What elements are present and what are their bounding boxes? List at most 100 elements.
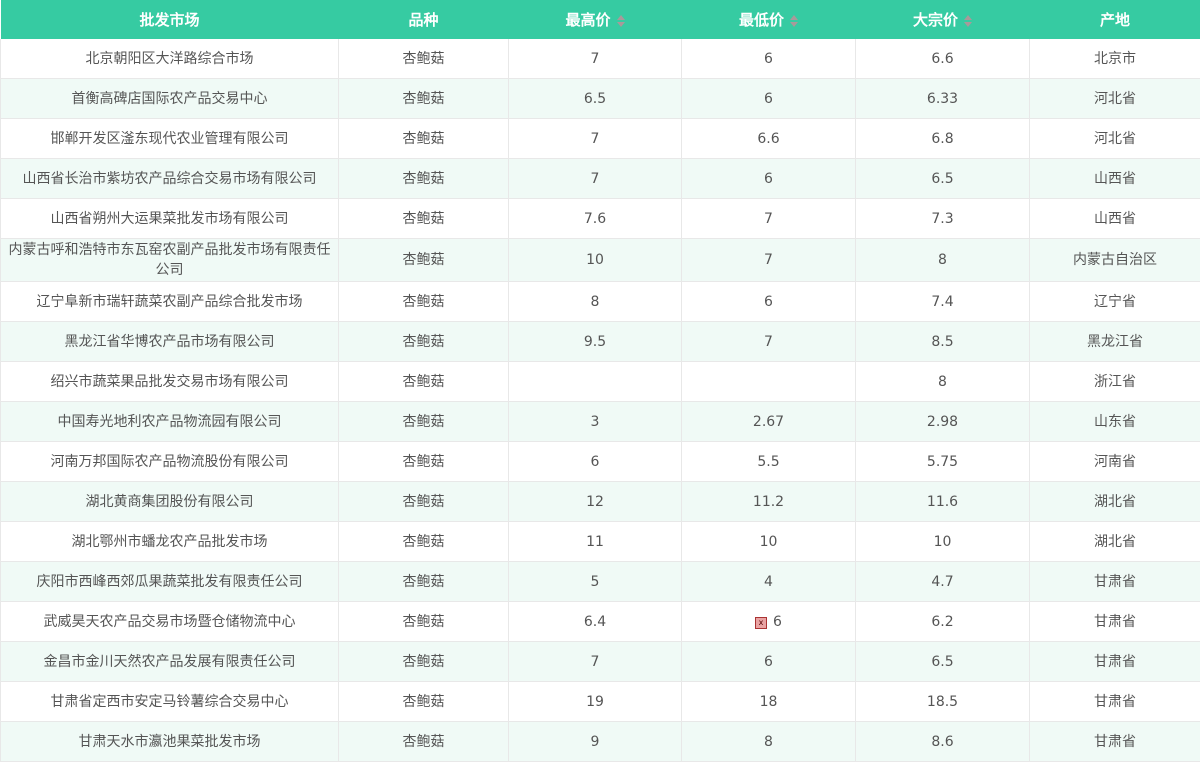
cell-text: 6 [764,294,773,310]
cell-text: 武威昊天农产品交易市场暨仓储物流中心 [44,614,296,630]
cell-variety: 杏鲍菇 [339,119,509,159]
cell-bulk: 8 [856,362,1030,402]
sort-icon[interactable] [617,15,625,27]
cell-market: 内蒙古呼和浩特市东瓦窑农副产品批发市场有限责任公司 [1,239,339,282]
cell-text: 中国寿光地利农产品物流园有限公司 [58,414,282,430]
cell-text: 河北省 [1094,91,1136,107]
cell-bulk: 18.5 [856,682,1030,722]
cell-origin: 湖北省 [1030,522,1200,562]
cell-text: 6.5 [584,91,606,107]
cell-text: 湖北省 [1094,534,1136,550]
cell-variety: 杏鲍菇 [339,402,509,442]
cell-text: 杏鲍菇 [403,91,445,107]
cell-variety: 杏鲍菇 [339,522,509,562]
cell-variety: 杏鲍菇 [339,282,509,322]
cell-text: 18 [760,694,778,710]
cell-origin: 甘肃省 [1030,642,1200,682]
cell-low: 6 [682,282,856,322]
cell-text: 杏鲍菇 [403,51,445,67]
cell-text: 6 [591,454,600,470]
cell-text: 河南省 [1094,454,1136,470]
cell-text: 5.5 [757,454,779,470]
cell-low: 6 [682,39,856,79]
cell-origin: 湖北省 [1030,482,1200,522]
cell-variety: 杏鲍菇 [339,39,509,79]
cell-bulk: 7.3 [856,199,1030,239]
broken-image-icon: x [755,617,767,629]
cell-market: 绍兴市蔬菜果品批发交易市场有限公司 [1,362,339,402]
cell-text: 7 [591,51,600,67]
column-header-bulk[interactable]: 大宗价 [856,0,1030,39]
cell-text: 18.5 [927,694,958,710]
cell-text: 7 [764,252,773,268]
cell-bulk: 6.5 [856,642,1030,682]
cell-text: 甘肃省定西市安定马铃薯综合交易中心 [51,694,289,710]
cell-variety: 杏鲍菇 [339,482,509,522]
cell-low: 8 [682,722,856,762]
cell-market: 山西省朔州大运果菜批发市场有限公司 [1,199,339,239]
cell-high: 5 [509,562,682,602]
cell-text: 甘肃天水市瀛池果菜批发市场 [79,734,261,750]
cell-high: 12 [509,482,682,522]
cell-text: 甘肃省 [1094,654,1136,670]
cell-variety: 杏鲍菇 [339,362,509,402]
cell-low: 10 [682,522,856,562]
cell-bulk: 6.2 [856,602,1030,642]
cell-text: 6.6 [757,131,779,147]
column-header-label: 大宗价 [913,11,958,29]
cell-market: 庆阳市西峰西郊瓜果蔬菜批发有限责任公司 [1,562,339,602]
column-header-high[interactable]: 最高价 [509,0,682,39]
column-header-origin: 产地 [1030,0,1200,39]
cell-text: 绍兴市蔬菜果品批发交易市场有限公司 [51,374,289,390]
cell-bulk: 4.7 [856,562,1030,602]
cell-text: 山西省 [1094,171,1136,187]
cell-text: 7.4 [931,294,953,310]
cell-origin: 辽宁省 [1030,282,1200,322]
cell-high: 9 [509,722,682,762]
column-header-label: 产地 [1100,11,1130,29]
cell-text: 湖北鄂州市蟠龙农产品批发市场 [72,534,268,550]
table-row: 湖北鄂州市蟠龙农产品批发市场 杏鲍菇 11 10 10 湖北省 [1,522,1200,562]
cell-low: 7 [682,239,856,282]
cell-origin: 黑龙江省 [1030,322,1200,362]
cell-text: 9 [591,734,600,750]
cell-text: 8.6 [931,734,953,750]
cell-variety: 杏鲍菇 [339,722,509,762]
cell-text: 11 [586,534,604,550]
cell-text: 6.2 [931,614,953,630]
cell-text: 10 [934,534,952,550]
cell-text: 5.75 [927,454,958,470]
cell-text: 辽宁阜新市瑞轩蔬菜农副产品综合批发市场 [37,294,303,310]
cell-text: 杏鲍菇 [403,171,445,187]
cell-text: 3 [591,414,600,430]
cell-text: 2.98 [927,414,958,430]
cell-text: 8 [938,252,947,268]
cell-text: 杏鲍菇 [403,734,445,750]
cell-high: 19 [509,682,682,722]
cell-bulk: 2.98 [856,402,1030,442]
cell-origin: 河北省 [1030,119,1200,159]
cell-bulk: 10 [856,522,1030,562]
cell-text: 7 [591,654,600,670]
column-header-low[interactable]: 最低价 [682,0,856,39]
cell-text: 10 [586,252,604,268]
cell-text: 浙江省 [1094,374,1136,390]
sort-icon[interactable] [964,15,972,27]
cell-text: 杏鲍菇 [403,614,445,630]
sort-icon[interactable] [790,15,798,27]
cell-origin: 河北省 [1030,79,1200,119]
cell-text: 杏鲍菇 [403,294,445,310]
cell-low: 7 [682,199,856,239]
cell-text: 10 [760,534,778,550]
cell-text: 7.6 [584,211,606,227]
cell-text: 7 [591,171,600,187]
cell-high: 7 [509,159,682,199]
cell-text: 杏鲍菇 [403,414,445,430]
